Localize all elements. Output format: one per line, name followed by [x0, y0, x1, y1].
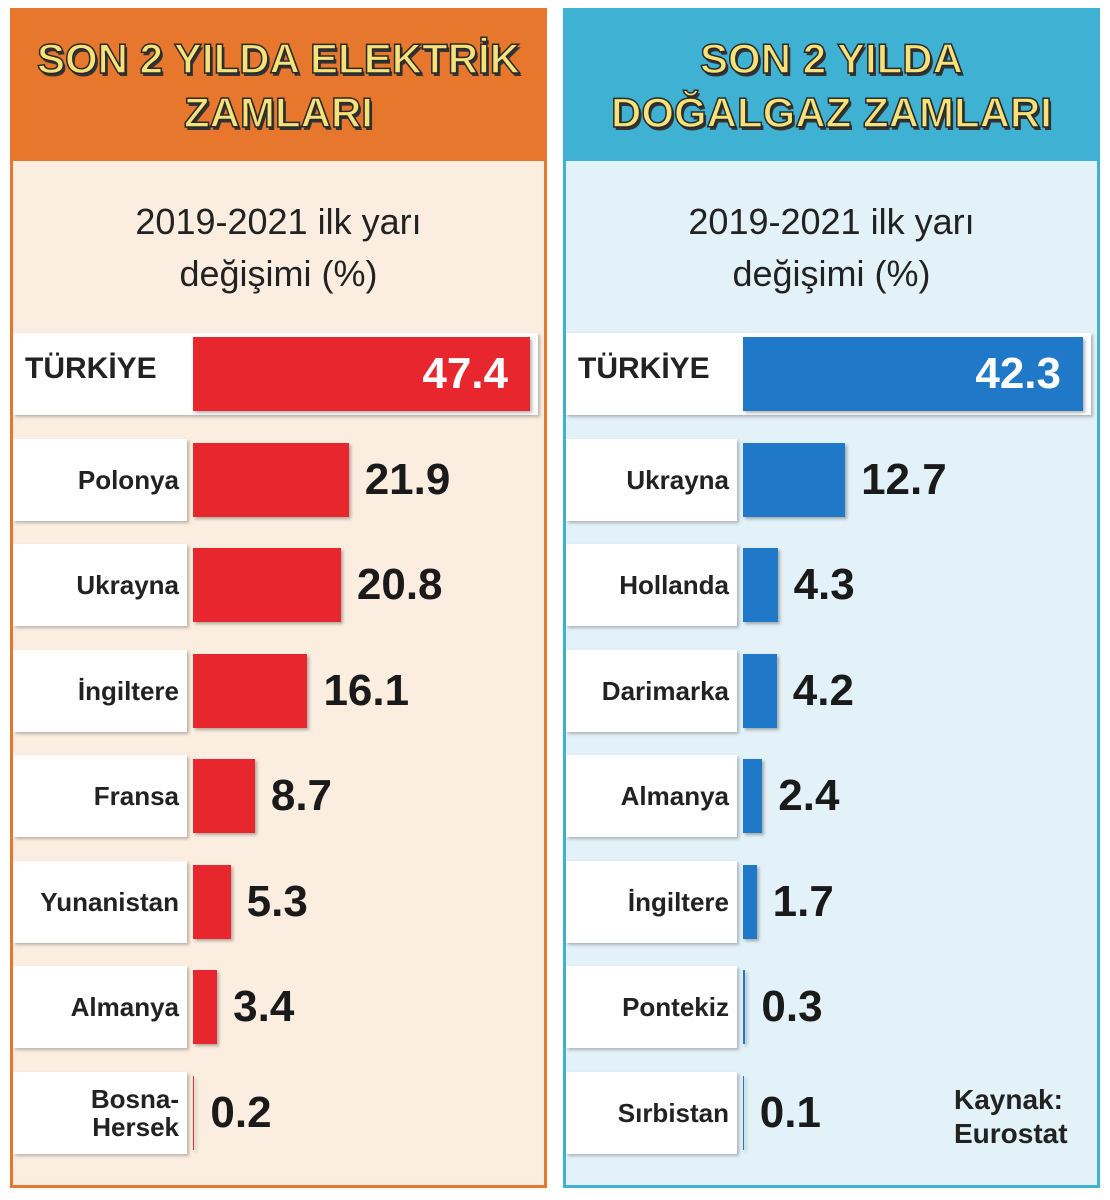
value-label: 47.4 [422, 349, 508, 398]
row-label: Sırbistan [566, 1071, 737, 1154]
value-label: 2.4 [778, 771, 840, 820]
bar [193, 548, 341, 622]
row-label: Almanya [566, 755, 737, 837]
value-label: 4.2 [792, 665, 854, 715]
category-label: İngiltere [77, 675, 179, 706]
value-label: 3.4 [233, 982, 295, 1031]
category-label: Polonya [77, 464, 179, 495]
header: SON 2 YILDA DOĞALGAZ ZAMLARI [566, 11, 1097, 161]
category-label: Yunanistan [40, 886, 179, 917]
header: SON 2 YILDA ELEKTRİK ZAMLARI [13, 11, 544, 161]
bar [193, 759, 255, 833]
category-label: Almanya [70, 992, 179, 1022]
bar [193, 653, 308, 728]
value-label: 16.1 [323, 665, 410, 715]
value-label: 0.1 [759, 1087, 821, 1137]
category-label: Ukrayna [76, 570, 179, 600]
row-label: Hollanda [566, 544, 737, 626]
value-label: 4.3 [793, 560, 855, 609]
category-label: Ukrayna [626, 464, 729, 495]
row-label: İngiltere [566, 860, 737, 943]
value-label: 0.2 [210, 1087, 272, 1137]
bar [193, 442, 349, 517]
category-label: İngiltere [627, 886, 729, 917]
bar [193, 1075, 195, 1150]
chart-subtitle: 2019-2021 ilk yarı değişimi (%) [135, 201, 422, 294]
chart-title: SON 2 YILDA DOĞALGAZ ZAMLARI [610, 34, 1052, 137]
value-label: 5.3 [246, 876, 308, 926]
row-label: Darimarka [566, 649, 737, 732]
row-label: Pontekiz [566, 966, 737, 1048]
row-label: İngiltere [13, 649, 187, 732]
bar [743, 442, 846, 517]
row-label: Polonya [13, 438, 187, 521]
row-label: Bosna-Hersek [13, 1071, 187, 1154]
bar [743, 864, 757, 939]
category-label: Hollanda [619, 570, 729, 600]
bar [743, 548, 778, 622]
category-label: Bosna-Hersek [90, 1083, 179, 1142]
category-label: Fransa [93, 781, 179, 811]
source-note: Kaynak: Eurostat [954, 1084, 1068, 1149]
value-label: 1.7 [772, 876, 834, 926]
value-label: 42.3 [975, 349, 1061, 398]
value-label: 12.7 [861, 454, 947, 504]
category-label: Pontekiz [622, 992, 729, 1022]
category-label: Sırbistan [617, 1097, 729, 1128]
value-label: 0.3 [761, 982, 823, 1031]
bar [193, 337, 530, 411]
chart-panel: SON 2 YILDA DOĞALGAZ ZAMLARI 2019-2021 il… [563, 8, 1100, 1188]
value-label: 21.9 [364, 454, 451, 504]
row-label: Almanya [13, 966, 187, 1048]
category-label: TÜRKİYE [25, 352, 157, 385]
chart-title: SON 2 YILDA ELEKTRİK ZAMLARI [36, 34, 521, 137]
category-label: Almanya [620, 781, 729, 811]
value-label: 20.8 [356, 560, 443, 609]
category-label: TÜRKİYE [578, 352, 710, 385]
chart-subtitle: 2019-2021 ilk yarı değişimi (%) [688, 201, 975, 294]
bar [193, 970, 218, 1044]
category-label: Darimarka [601, 675, 729, 706]
bar [743, 1075, 744, 1150]
bar [743, 337, 1083, 411]
row-label: Fransa [13, 755, 187, 837]
row-label: Ukrayna [13, 544, 187, 626]
row-label: Yunanistan [13, 860, 187, 943]
bar [193, 864, 231, 939]
row-label: Ukrayna [566, 438, 737, 521]
bar [743, 759, 763, 833]
chart-panel: SON 2 YILDA ELEKTRİK ZAMLARI 2019-2021 il… [10, 8, 547, 1188]
bar [743, 970, 746, 1044]
bar [743, 653, 777, 728]
value-label: 8.7 [270, 771, 333, 820]
